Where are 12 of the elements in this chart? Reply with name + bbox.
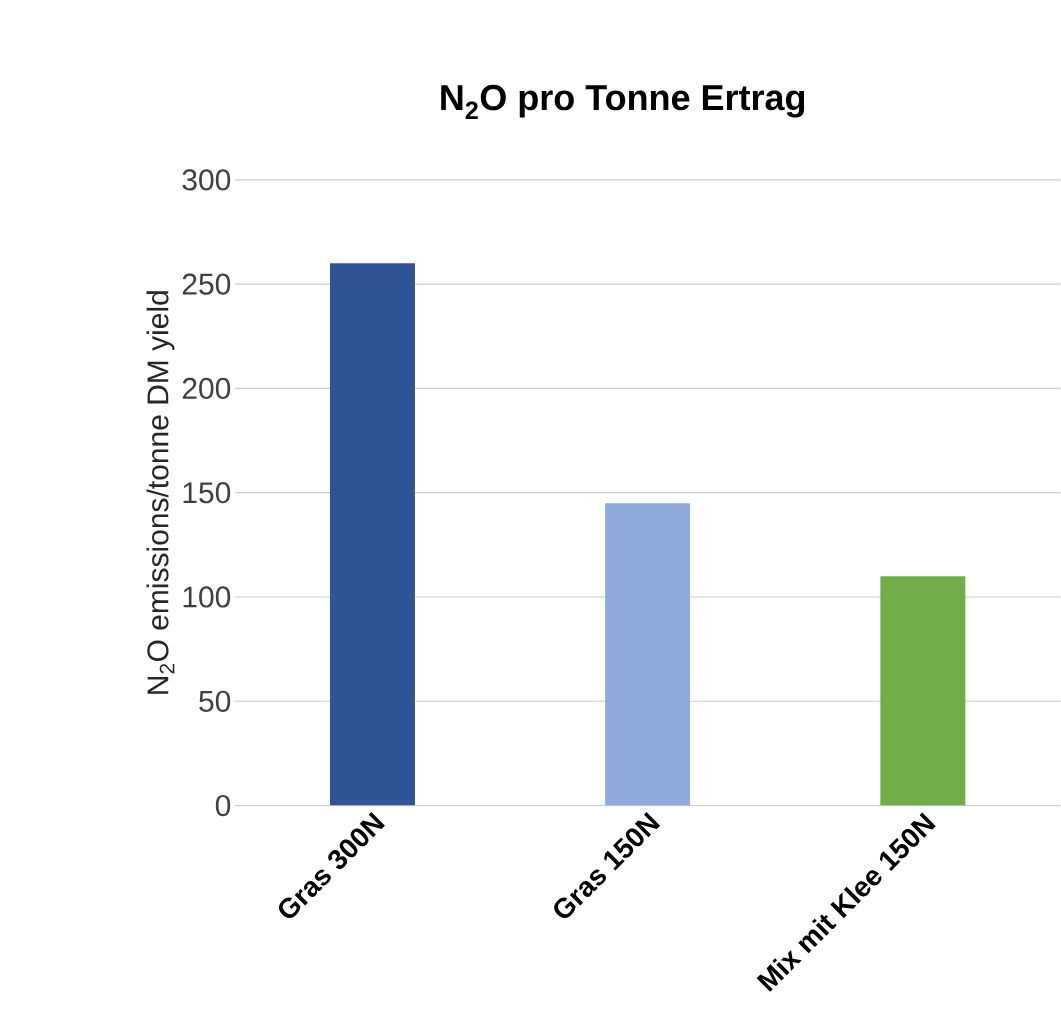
y-tick-label: 0 xyxy=(215,794,231,816)
y-tick-label: 100 xyxy=(183,586,231,608)
y-tick-label: 150 xyxy=(183,481,231,504)
y-tick-label: 50 xyxy=(199,690,231,712)
bar xyxy=(329,263,415,806)
y-tick-label: 300 xyxy=(182,169,231,191)
y-axis-title: N$_{2}$O emissions/tonne DM yield xyxy=(146,290,175,694)
chart-title: N$_{2}$O pro Tonne Ertrag xyxy=(441,84,805,119)
bar xyxy=(605,502,691,806)
bar xyxy=(880,575,966,806)
y-tick-label: 200 xyxy=(182,377,231,399)
y-tick-label: 250 xyxy=(182,273,231,295)
